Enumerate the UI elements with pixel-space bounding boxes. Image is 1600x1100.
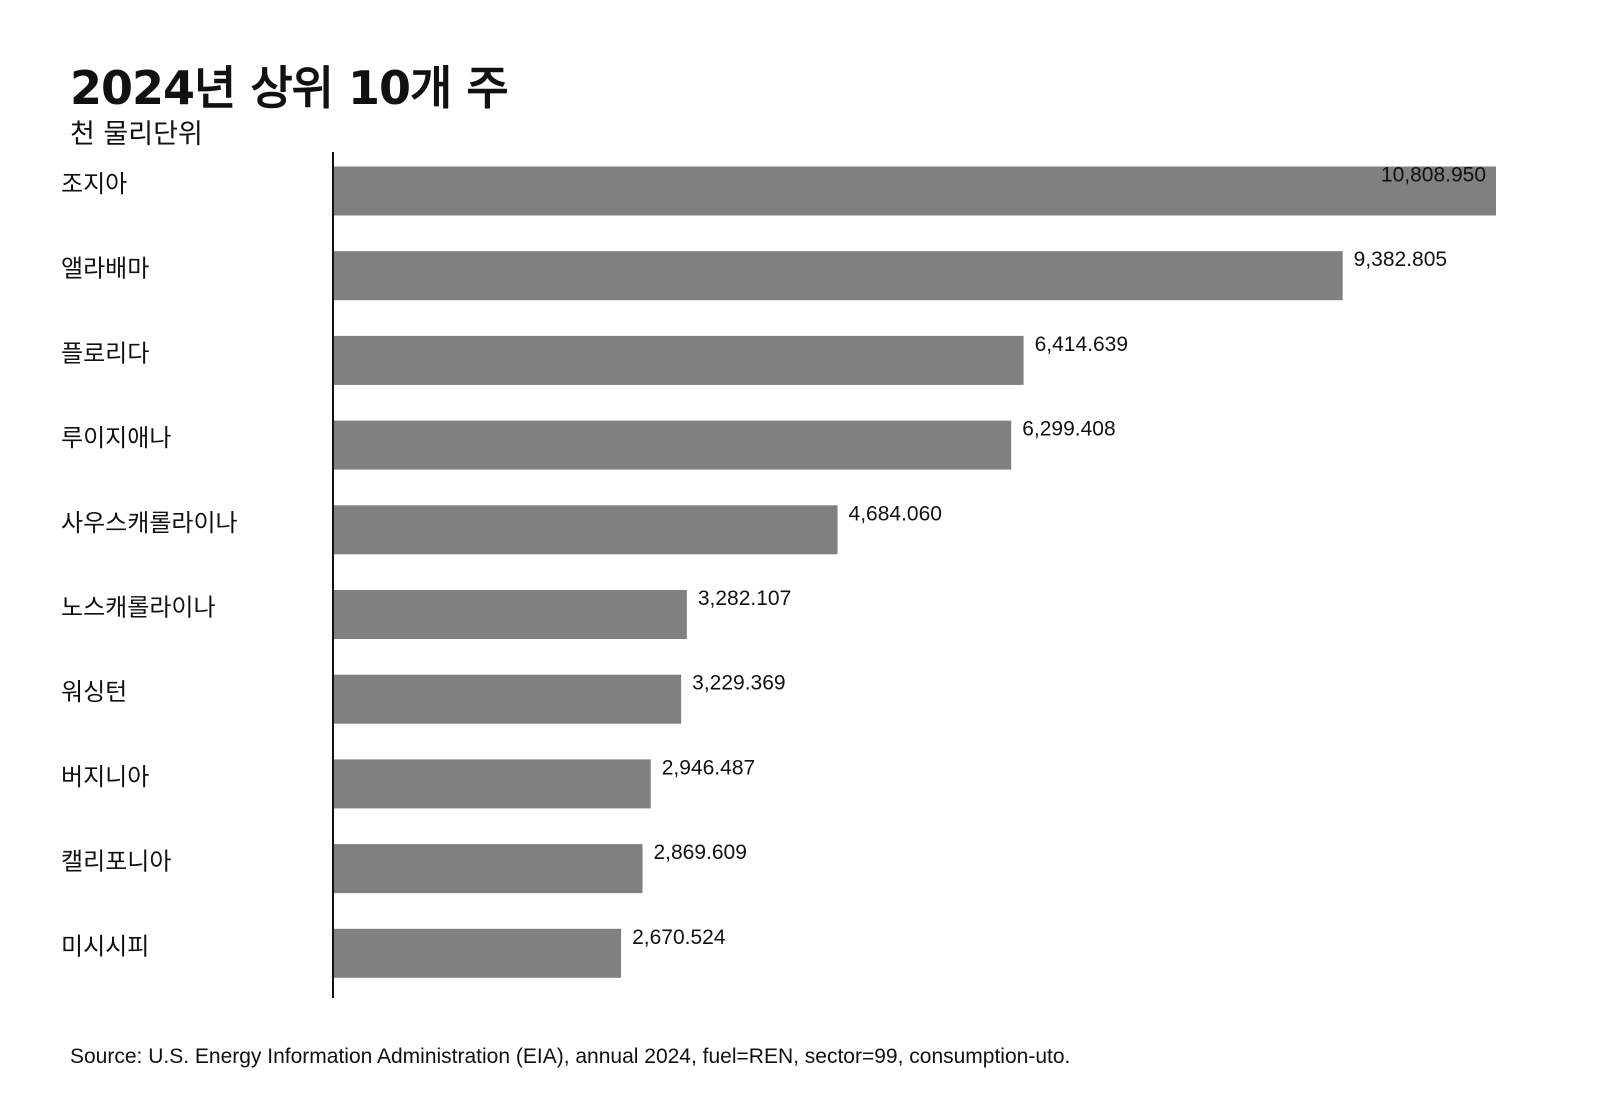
bar-7 — [334, 674, 682, 724]
value-label: 6,414.639 — [1035, 333, 1128, 356]
bar-8 — [334, 759, 651, 809]
value-label: 2,670.524 — [632, 926, 726, 949]
bar-2 — [334, 251, 1343, 301]
value-label: 4,684.060 — [849, 502, 942, 525]
value-label: 2,869.609 — [653, 841, 746, 864]
category-label: 앨라배마 — [61, 255, 149, 283]
value-label: 10,808.950 — [1381, 164, 1486, 187]
bars-layer: 조지아 10,808.950 앨라배마 9,382.805 플로리다 6,414.639 루… — [61, 164, 1496, 978]
bar-1 — [334, 166, 1496, 216]
bar-9 — [334, 844, 643, 894]
source-note: Source: U.S. Energy Information Administ… — [70, 1045, 1071, 1068]
bar-6 — [334, 590, 687, 639]
value-label: 3,282.107 — [698, 587, 791, 610]
category-label: 워싱턴 — [61, 678, 127, 706]
category-label: 노스캐롤라이나 — [61, 594, 216, 622]
value-label: 3,229.369 — [692, 672, 785, 695]
value-label: 6,299.408 — [1022, 418, 1115, 441]
value-label: 9,382.805 — [1354, 248, 1447, 271]
bar-10 — [334, 928, 622, 978]
category-label: 플로리다 — [61, 339, 149, 367]
category-label: 미시시피 — [61, 932, 149, 960]
category-label: 조지아 — [61, 170, 127, 198]
category-label: 사우스캐롤라이나 — [61, 509, 238, 537]
bar-4 — [334, 420, 1012, 470]
category-label: 버지니아 — [61, 763, 149, 791]
bar-5 — [334, 505, 838, 555]
value-label: 2,946.487 — [662, 756, 755, 779]
category-label: 캘리포니아 — [61, 848, 171, 876]
chart-subtitle: 천 물리단위 — [70, 119, 203, 150]
bar-3 — [334, 335, 1024, 385]
chart-title: 2024년 상위 10개 주 — [70, 61, 509, 115]
category-label: 루이지애나 — [61, 424, 171, 452]
